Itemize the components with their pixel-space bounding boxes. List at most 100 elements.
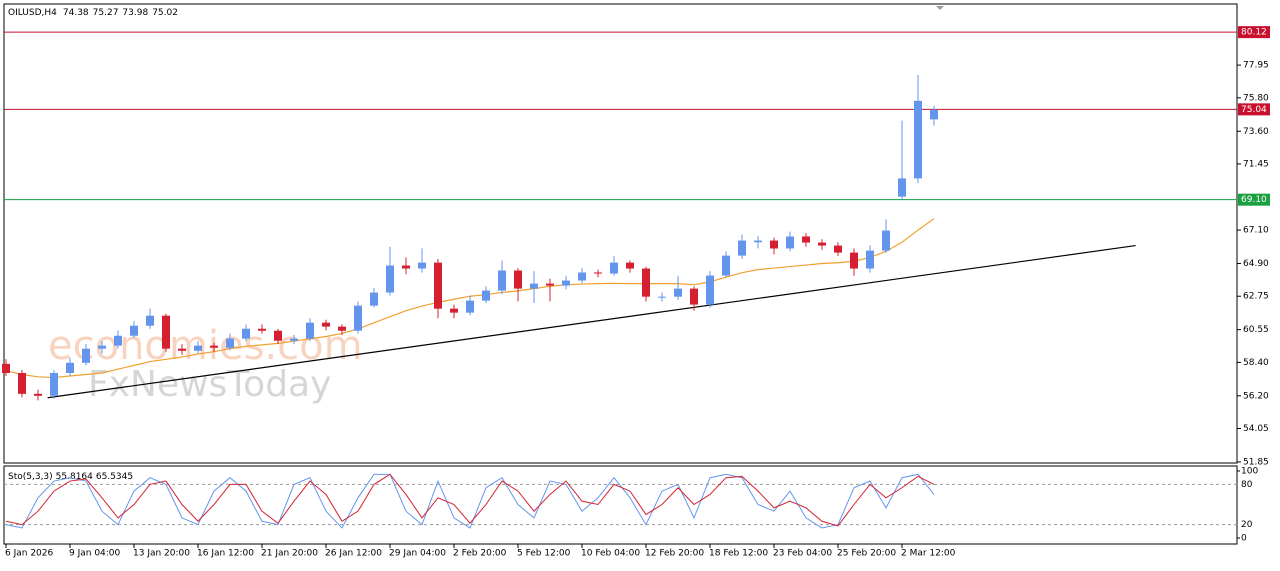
header-value: 75.02: [152, 8, 178, 18]
stochastic-value: Sto(5,3,3): [8, 472, 53, 482]
candle-body: [754, 240, 762, 243]
x-tick-label: 6 Jan 2026: [5, 549, 53, 559]
candle-body: [418, 262, 426, 269]
candle-body: [898, 178, 906, 197]
x-tick-label: 5 Feb 12:00: [517, 549, 571, 559]
level-label: 80.12: [1241, 28, 1267, 38]
candle-body: [226, 338, 234, 348]
level-box: [1238, 193, 1270, 206]
candle-body: [306, 322, 314, 339]
level-box: [1238, 103, 1270, 116]
candle-body: [690, 288, 698, 305]
candle-body: [290, 338, 298, 341]
stochastic-tick-label: 80: [1241, 480, 1253, 490]
x-tick-label: 25 Feb 20:00: [837, 549, 896, 559]
header-value: OILUSD,H4: [8, 8, 57, 18]
candle-body: [674, 288, 682, 297]
candle-body: [66, 362, 74, 373]
candle-body: [370, 292, 378, 306]
candle-body: [914, 100, 922, 179]
x-tick-label: 26 Jan 12:00: [325, 549, 382, 559]
x-tick-label: 23 Feb 04:00: [773, 549, 832, 559]
header-value: 74.38: [63, 8, 89, 18]
candle-body: [850, 252, 858, 269]
candle-body: [98, 345, 106, 349]
candle-body: [50, 372, 58, 396]
stochastic-line: [5, 473, 935, 529]
stochastic-line: [5, 473, 935, 527]
candle-body: [322, 322, 330, 327]
y-tick-label: 67.10: [1243, 226, 1269, 236]
candle-body: [818, 242, 826, 246]
header-value: 73.98: [122, 8, 148, 18]
stochastic-panel: [3, 465, 1238, 545]
candle-body: [466, 300, 474, 313]
header-value: 75.27: [93, 8, 119, 18]
candle-body: [258, 328, 266, 331]
y-tick-label: 77.95: [1243, 61, 1269, 71]
candle-body: [178, 348, 186, 351]
candle-body: [722, 255, 730, 276]
candle-body: [114, 335, 122, 346]
candle-body: [642, 268, 650, 297]
candle-body: [882, 230, 890, 251]
candle-body: [2, 363, 10, 373]
stochastic-value: 55.8164: [56, 472, 93, 482]
y-tick-label: 60.55: [1243, 325, 1269, 335]
x-tick-label: 18 Feb 12:00: [709, 549, 768, 559]
x-tick-label: 16 Jan 12:00: [197, 549, 254, 559]
candle-body: [386, 265, 394, 293]
candle-body: [562, 280, 570, 286]
x-tick-label: 29 Jan 04:00: [389, 549, 446, 559]
stochastic-header: Sto(5,3,3) 55.8164 65.5345: [8, 472, 133, 482]
candle-body: [706, 275, 714, 305]
y-tick-label: 73.60: [1243, 127, 1269, 137]
y-tick-label: 75.80: [1243, 93, 1269, 103]
x-tick-label: 21 Jan 20:00: [261, 549, 318, 559]
y-tick-label: 71.45: [1243, 159, 1269, 169]
shift-marker: [936, 6, 944, 10]
candle-body: [482, 290, 490, 301]
candle-body: [786, 236, 794, 249]
candle-body: [514, 270, 522, 289]
x-tick-label: 2 Feb 20:00: [453, 549, 507, 559]
candle-body: [594, 272, 602, 274]
y-tick-label: 58.40: [1243, 358, 1269, 368]
level-box: [1238, 26, 1270, 39]
x-tick-label: 12 Feb 20:00: [645, 549, 704, 559]
candle-body: [770, 240, 778, 249]
candle-body: [194, 345, 202, 351]
y-tick-label: 51.85: [1243, 457, 1269, 467]
candle-body: [498, 270, 506, 291]
candle-body: [130, 325, 138, 336]
candle-body: [802, 236, 810, 243]
y-tick-label: 64.90: [1243, 259, 1269, 269]
candle-body: [146, 315, 154, 326]
stochastic-value: 65.5345: [96, 472, 133, 482]
x-tick-label: 13 Jan 20:00: [133, 549, 190, 559]
candle-body: [930, 109, 938, 120]
y-tick-label: 56.20: [1243, 391, 1269, 401]
x-tick-label: 9 Jan 04:00: [69, 549, 121, 559]
main-panel: [3, 3, 1238, 464]
stochastic-tick-label: 0: [1241, 534, 1247, 544]
candle-body: [738, 240, 746, 256]
candle-body: [546, 283, 554, 286]
candle-body: [338, 326, 346, 331]
y-tick-label: 54.05: [1243, 424, 1269, 434]
x-tick-label: 10 Feb 04:00: [581, 549, 640, 559]
candle-body: [34, 393, 42, 396]
y-tick-label: 62.75: [1243, 292, 1269, 302]
candle-body: [530, 283, 538, 289]
candle-body: [18, 372, 26, 394]
candle-body: [434, 262, 442, 309]
stochastic-tick-label: 100: [1241, 467, 1258, 477]
candle-body: [626, 262, 634, 269]
candle-body: [610, 262, 618, 274]
stochastic-tick-label: 20: [1241, 520, 1253, 530]
candle-body: [162, 315, 170, 349]
candle-body: [242, 328, 250, 339]
candle-body: [354, 305, 362, 331]
candle-body: [82, 348, 90, 363]
